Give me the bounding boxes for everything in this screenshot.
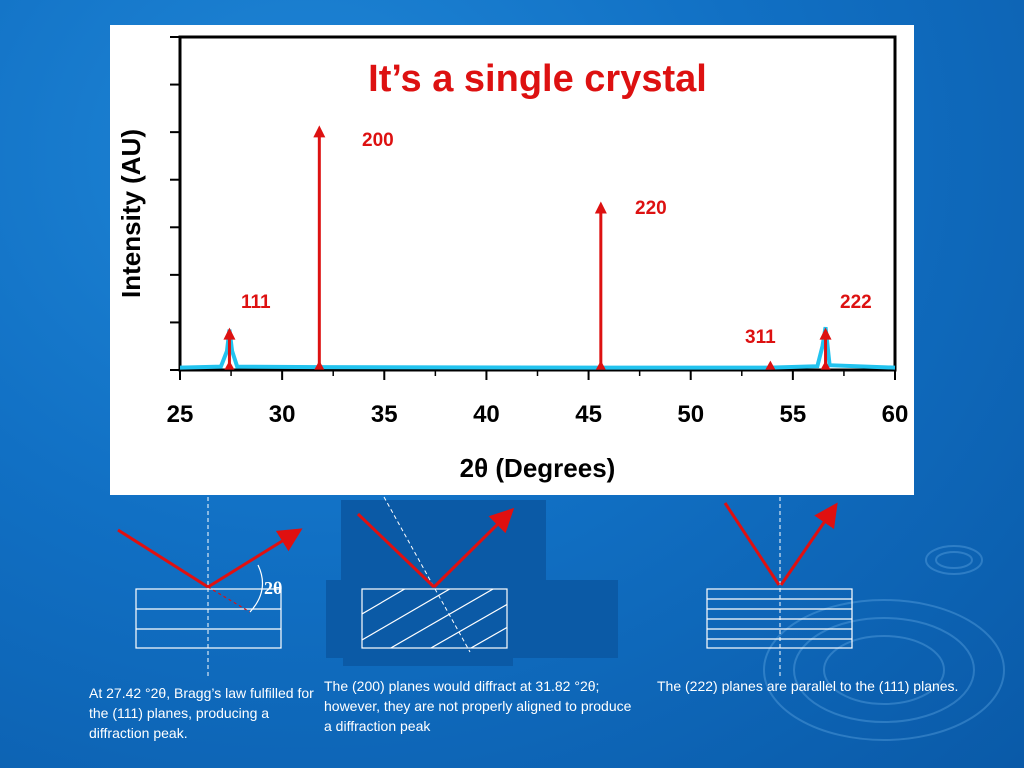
xrd-chart-panel: 25 30 35 40 45 50 55 60 2θ (Degrees) Intensity (A… [110,25,914,495]
angle-2theta-label: 2θ [264,578,282,598]
caption-222: The (222) planes are parallel to the (11… [657,678,959,694]
x-tick-label: 45 [575,401,602,428]
shadow-block-bottom [343,650,513,666]
diagram-222-planes [706,497,853,676]
x-axis-label: 2θ (Degrees) [460,453,616,483]
diffracted-ray-222 [779,502,838,586]
shadow-block-lower [326,580,618,658]
reflection-label-222: 222 [840,292,872,313]
xrd-chart: 25 30 35 40 45 50 55 60 2θ (Degrees) Intensity (A… [116,35,909,483]
reflection-base-marker-222 [820,360,831,370]
y-axis-label: Intensity (AU) [116,129,146,298]
reflection-label-111: 111 [241,292,271,313]
reflection-base-marker-200 [314,360,325,370]
reflection-label-311: 311 [745,327,776,348]
reflection-label-200: 200 [362,130,394,151]
incident-ray-200 [356,512,436,589]
extension-ray-111 [207,586,251,613]
reflection-arrow-222 [819,327,832,340]
normal-line-200 [383,496,471,653]
angle-arc [249,564,264,613]
x-tick-label: 50 [677,401,704,428]
diffracted-ray-200 [432,507,515,589]
x-tick-label: 40 [473,401,500,428]
x-tick-label: 30 [269,401,296,428]
x-tick-label: 25 [167,401,194,428]
reflection-base-marker-220 [595,360,606,370]
reflection-base-marker-311 [765,360,776,370]
diagram-200-planes [356,496,515,653]
reflection-arrow-111 [223,327,236,340]
reflection-arrow-200 [313,125,326,138]
x-tick-label: 55 [780,401,807,428]
caption-200: The (200) planes would diffract at 31.82… [324,678,632,734]
reflection-label-220: 220 [635,198,667,219]
incident-ray-222 [723,502,781,586]
diagram-111-planes: 2θ [117,497,303,676]
chart-title: It’s a single crystal [368,58,707,100]
background-swirl [763,545,1005,741]
incident-ray-111 [117,528,209,589]
diffracted-ray-111 [207,528,303,589]
caption-111: At 27.42 °2θ, Bragg’s law fulfilled for … [89,685,314,741]
reflection-base-marker-111 [224,360,235,370]
crystal-block-200 [361,588,508,649]
x-tick-label: 35 [371,401,398,428]
crystal-block-111 [135,588,282,649]
x-tick-label: 60 [882,401,909,428]
reflection-arrow-220 [594,201,607,214]
